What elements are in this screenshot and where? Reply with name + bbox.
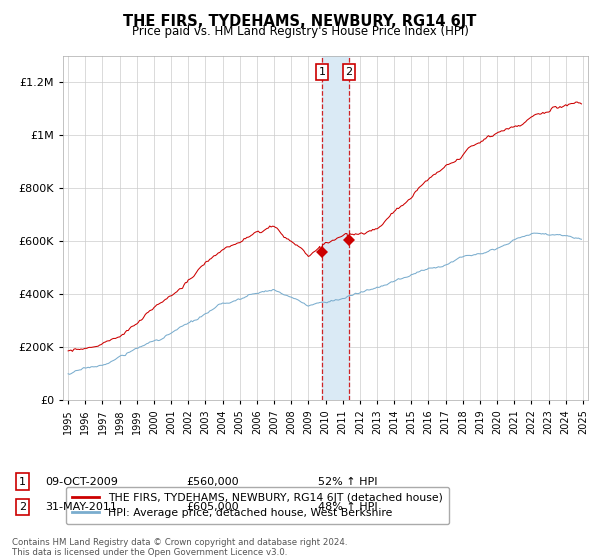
Text: 52% ↑ HPI: 52% ↑ HPI: [318, 477, 377, 487]
Text: £560,000: £560,000: [186, 477, 239, 487]
Text: 1: 1: [319, 67, 325, 77]
Text: 09-OCT-2009: 09-OCT-2009: [45, 477, 118, 487]
Text: 31-MAY-2011: 31-MAY-2011: [45, 502, 117, 512]
Text: Price paid vs. HM Land Registry's House Price Index (HPI): Price paid vs. HM Land Registry's House …: [131, 25, 469, 38]
Legend: THE FIRS, TYDEHAMS, NEWBURY, RG14 6JT (detached house), HPI: Average price, deta: THE FIRS, TYDEHAMS, NEWBURY, RG14 6JT (d…: [66, 487, 449, 524]
Text: THE FIRS, TYDEHAMS, NEWBURY, RG14 6JT: THE FIRS, TYDEHAMS, NEWBURY, RG14 6JT: [124, 14, 476, 29]
Text: 48% ↑ HPI: 48% ↑ HPI: [318, 502, 377, 512]
Bar: [322, 56, 349, 400]
Text: 2: 2: [19, 502, 26, 512]
Text: £605,000: £605,000: [186, 502, 239, 512]
Text: 1: 1: [19, 477, 26, 487]
Text: Contains HM Land Registry data © Crown copyright and database right 2024.
This d: Contains HM Land Registry data © Crown c…: [12, 538, 347, 557]
Text: 2: 2: [346, 67, 353, 77]
